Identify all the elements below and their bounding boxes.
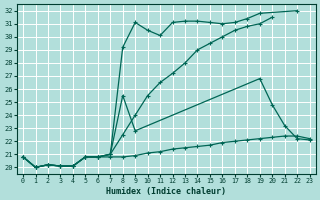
X-axis label: Humidex (Indice chaleur): Humidex (Indice chaleur) bbox=[106, 187, 226, 196]
